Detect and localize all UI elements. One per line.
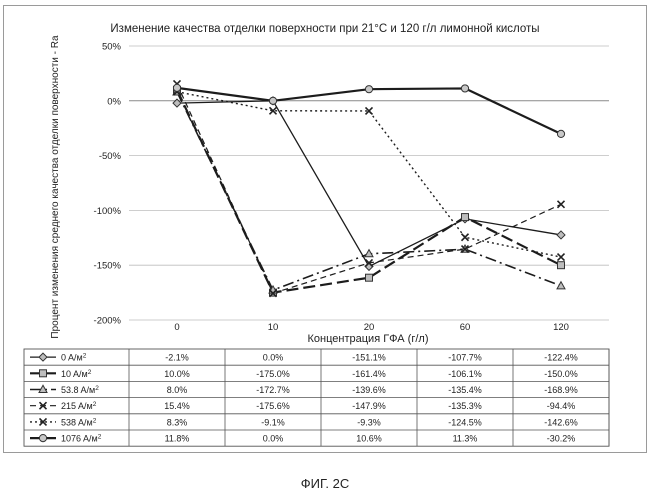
table-cell-value: -135.4% [448,385,482,395]
table-cell-value: -124.5% [448,417,482,427]
data-point [269,97,276,104]
table-row: 538 A/м2 8.3% -9.1% -9.3% -124.5% -142.6% [30,417,578,428]
table-cell-value: -135.3% [448,401,482,411]
series-line-0 [177,101,561,267]
table-cell-value: 10.6% [356,434,382,444]
legend-label: 538 A/м2 [61,417,97,428]
table-cell-value: -30.2% [547,434,576,444]
table-cell-value: 0.0% [263,353,284,363]
table-row: 215 A/м2 15.4% -175.6% -147.9% -135.3% -94.4% [30,401,575,412]
data-point [558,262,565,269]
table-cell-value: -151.1% [352,353,386,363]
table-cell-value: 8.3% [167,417,188,427]
table-cell-value: -107.7% [448,353,482,363]
data-point [557,130,564,137]
data-point [558,254,565,261]
table-cell-value: 11.8% [165,434,190,444]
legend-label: 10 A/м2 [61,368,92,379]
data-table: 0 A/м2 -2.1% 0.0% -151.1% -107.7% -122.4% 10 A… [24,349,609,446]
table-cell-value: -122.4% [544,353,578,363]
legend-label: 1076 A/м2 [61,433,102,444]
y-axis-label: Процент изменения среднего качества отде… [50,35,61,339]
table-cell-value: 8.0% [167,385,188,395]
table-cell-value: -139.6% [352,385,386,395]
legend-label: 0 A/м2 [61,352,87,363]
data-point [557,231,565,239]
data-point [365,86,372,93]
data-point [558,201,565,208]
y-tick-label: -50% [99,151,122,162]
data-point [557,282,565,289]
table-cell-value: -2.1% [165,353,189,363]
table-cell-value: -172.7% [256,385,290,395]
x-tick-label: 10 [268,322,279,333]
legend-marker [40,370,47,377]
table-cell-value: -106.1% [448,369,482,379]
x-tick-label: 120 [553,322,569,333]
legend-label: 53.8 A/м2 [61,385,99,396]
figure-caption: ФИГ. 2C [301,476,350,491]
table-row: 10 A/м2 10.0% -175.0% -161.4% -106.1% -150.0% [30,368,578,379]
table-cell-value: -9.3% [357,417,381,427]
axes: 50% 0% -50% -100% -150% -200% 0 10 20 60 120 [94,42,569,334]
table-cell-value: -147.9% [352,401,386,411]
table-cell-value: 0.0% [263,434,284,444]
table-cell-value: -94.4% [547,401,576,411]
y-tick-label: -150% [94,261,122,272]
x-tick-label: 20 [364,322,375,333]
table-cell-value: 10.0% [164,369,190,379]
chart-title: Изменение качества отделки поверхности п… [110,23,539,35]
data-point [366,274,373,281]
table-cell-value: -150.0% [544,369,578,379]
table-cell-value: 15.4% [164,401,190,411]
table-cell-value: 11.3% [453,434,478,444]
y-tick-label: -200% [94,316,122,327]
table-row: 0 A/м2 -2.1% 0.0% -151.1% -107.7% -122.4% [30,352,578,363]
data-point [173,84,180,91]
legend-marker [39,435,46,442]
data-point [461,85,468,92]
table-cell-value: -168.9% [544,385,578,395]
legend-marker [39,353,47,361]
table-cell-value: -142.6% [544,417,578,427]
y-tick-label: 50% [102,42,122,53]
x-axis-label: Концентрация ГФА (г/л) [308,333,429,345]
legend-label: 215 A/м2 [61,401,97,412]
y-tick-label: 0% [107,96,121,107]
table-cell-value: -161.4% [352,369,386,379]
series-line-4 [177,92,561,257]
table-cell-value: -175.0% [256,369,290,379]
table-cell-value: -9.1% [261,417,285,427]
data-point [462,234,469,241]
data-point [462,214,469,221]
x-tick-label: 0 [174,322,179,333]
table-row: 1076 A/м2 11.8% 0.0% 10.6% 11.3% -30.2% [30,433,575,444]
x-tick-label: 60 [460,322,471,333]
table-cell-value: -175.6% [256,401,290,411]
table-row: 53.8 A/м2 8.0% -172.7% -139.6% -135.4% -168.9… [30,385,578,396]
y-tick-label: -100% [94,206,122,217]
series-line-2 [177,92,561,290]
